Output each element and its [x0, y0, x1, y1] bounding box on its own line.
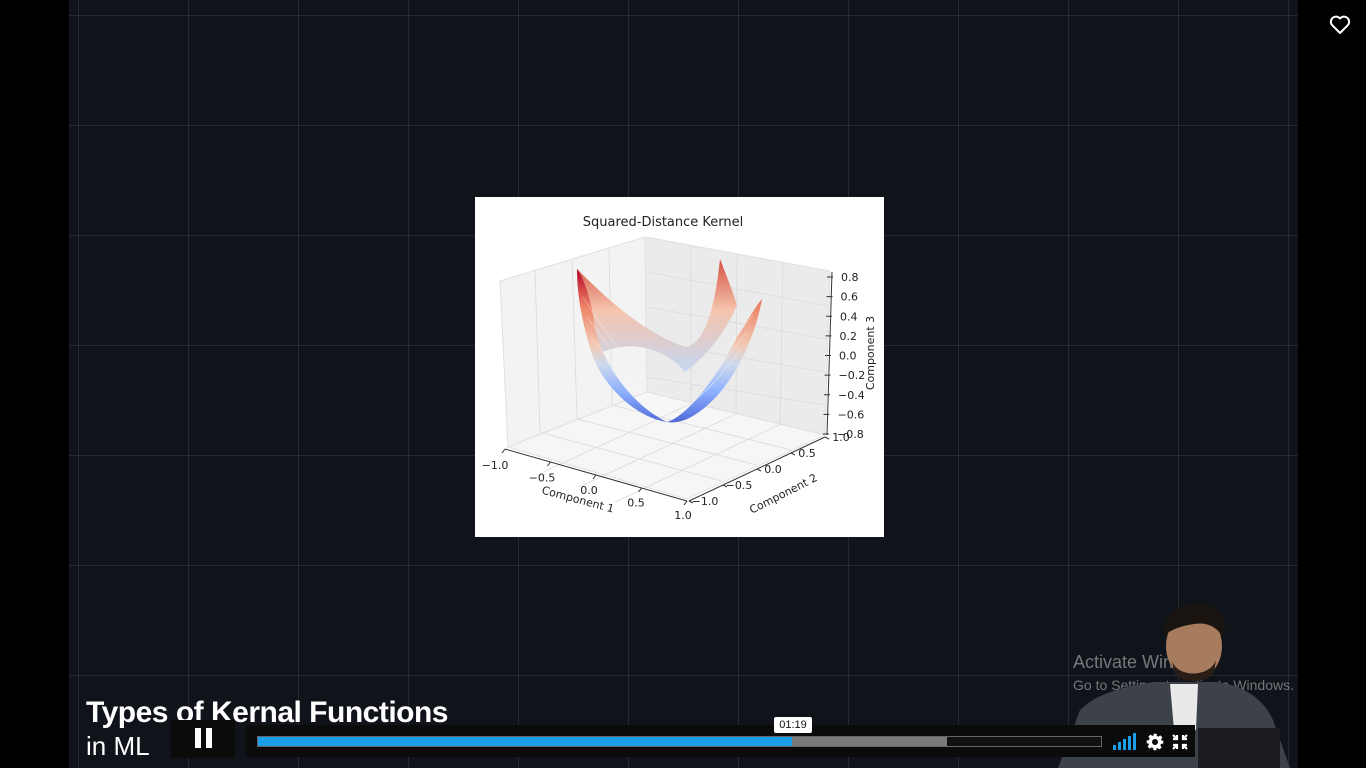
z-tick-label: −0.6: [838, 408, 865, 421]
x-tick-label-mark: [592, 474, 597, 480]
x-tick-label: −0.5: [529, 472, 556, 485]
pause-icon: [195, 728, 201, 748]
progress-bar[interactable]: [257, 736, 1102, 747]
exit-fullscreen-icon[interactable]: [1171, 733, 1189, 751]
z-tick-label: 0.2: [840, 330, 858, 343]
z-axis-label: Component 3: [864, 316, 877, 390]
y-tick-label-mark: [824, 436, 830, 440]
x-tick-label: 0.5: [627, 497, 645, 510]
y-tick-label-mark: [722, 484, 728, 488]
z-tick-label: 0.6: [841, 291, 859, 304]
axis-panes: [499, 236, 831, 503]
y-tick-label: 0.5: [798, 447, 816, 460]
y-tick-label: 1.0: [832, 431, 850, 444]
x-tick-label: −1.0: [482, 459, 509, 472]
x-tick-label-mark: [638, 487, 642, 493]
x-axis-label: Component 1: [540, 484, 615, 516]
played-progress: [258, 737, 793, 746]
x-tick-label-mark: [547, 461, 551, 467]
x-tick-label-mark: [683, 500, 688, 506]
time-tooltip: 01:19: [774, 717, 812, 733]
chart-title: Squared-Distance Kernel: [583, 215, 744, 230]
y-tick-label: 0.0: [764, 463, 782, 476]
pause-button[interactable]: [171, 720, 235, 758]
y-tick-label-mark: [756, 468, 762, 472]
volume-bars-icon[interactable]: [1113, 733, 1137, 751]
x-tick-label: 1.0: [674, 509, 692, 522]
y-tick-label-mark: [790, 452, 796, 456]
surface-chart: Squared-Distance Kernel: [482, 215, 877, 522]
slide-title: Types of Kernal Functions: [86, 696, 449, 729]
z-tick-label: −0.4: [838, 389, 865, 402]
pause-icon-bar: [206, 728, 212, 748]
gear-icon[interactable]: [1146, 733, 1164, 751]
y-tick-label: −1.0: [692, 495, 719, 508]
heart-icon[interactable]: [1328, 12, 1352, 36]
z-tick-label: −0.2: [839, 369, 866, 382]
y-tick-label: −0.5: [726, 479, 753, 492]
surface-mesh: [577, 259, 762, 423]
z-tick-label: 0.8: [841, 271, 859, 284]
x-tick-label-mark: [501, 448, 506, 454]
z-tick-label: 0.0: [839, 350, 857, 363]
kernel-plot: Squared-Distance Kernel: [475, 197, 884, 537]
y-axis-label: Component 2: [747, 471, 819, 516]
y-tick-label-mark: [688, 500, 694, 504]
slide-subtitle: in ML: [86, 731, 150, 761]
z-axis: 0.8 0.6 0.4 0.2 0.0 −0.2 −0.4 −0.6 −0.8 Componen…: [823, 271, 877, 441]
z-tick-label: −0.8: [837, 428, 864, 441]
x-tick-label: 0.0: [580, 484, 598, 497]
z-tick-label: 0.4: [840, 310, 858, 323]
